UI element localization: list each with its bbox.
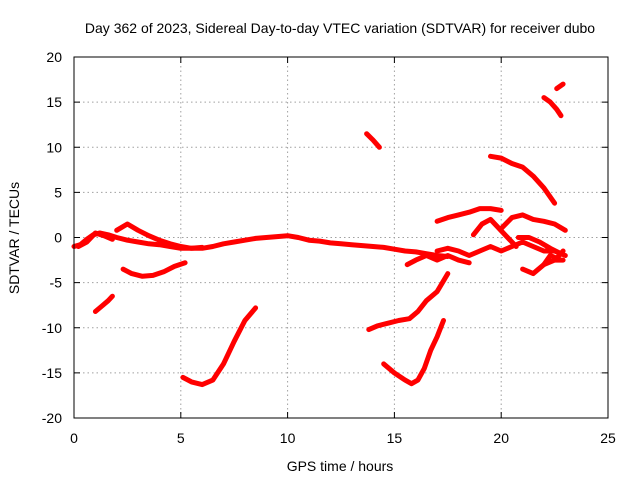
series-track-02 <box>75 230 115 249</box>
series-track-09 <box>381 318 446 387</box>
y-tick-label: 5 <box>54 184 62 200</box>
series-track-20 <box>554 81 566 92</box>
series-track-03 <box>114 221 205 251</box>
x-tick-label: 0 <box>70 430 78 446</box>
y-tick-label: -15 <box>42 365 62 381</box>
y-tick-label: 15 <box>46 94 62 110</box>
axis-ticks: 0 5 10 15 20 25 -20 -15 -10 -5 0 5 10 15 20 <box>42 49 616 446</box>
x-tick-label: 25 <box>600 430 616 446</box>
series-track-13 <box>470 216 519 249</box>
y-tick-label: 0 <box>54 230 62 246</box>
x-tick-label: 20 <box>493 430 509 446</box>
series-track-05 <box>92 293 115 314</box>
series-track-14 <box>498 212 568 233</box>
series-track-04 <box>120 260 188 279</box>
y-tick-label: -5 <box>50 275 63 291</box>
chart-title: Day 362 of 2023, Sidereal Day-to-day VTE… <box>85 20 595 36</box>
series-track-11 <box>434 239 568 258</box>
x-axis-label: GPS time / hours <box>287 458 394 474</box>
series-track-01 <box>71 230 451 259</box>
series-track-12 <box>434 206 504 224</box>
y-tick-label: -10 <box>42 320 62 336</box>
x-tick-label: 10 <box>280 430 296 446</box>
series-track-19 <box>541 95 564 119</box>
y-tick-label: 20 <box>46 49 62 65</box>
series-track-07 <box>364 131 382 150</box>
y-axis-label: SDTVAR / TECUs <box>6 182 22 294</box>
series-track-16 <box>515 235 564 257</box>
x-tick-label: 5 <box>177 430 185 446</box>
y-tick-label: -20 <box>42 410 62 426</box>
series-track-08 <box>366 271 451 333</box>
series-track-15 <box>488 153 558 206</box>
x-tick-label: 15 <box>387 430 403 446</box>
series-track-10 <box>404 253 472 268</box>
series-track-06 <box>180 305 259 388</box>
data-series <box>71 81 568 388</box>
y-tick-label: 10 <box>46 139 62 155</box>
series-track-18 <box>541 248 566 268</box>
